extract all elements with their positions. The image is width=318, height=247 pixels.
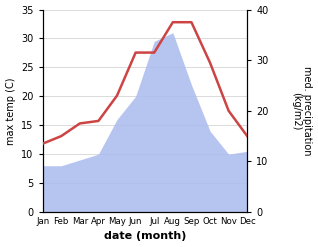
- Y-axis label: med. precipitation
(kg/m2): med. precipitation (kg/m2): [291, 66, 313, 156]
- X-axis label: date (month): date (month): [104, 231, 186, 242]
- Y-axis label: max temp (C): max temp (C): [5, 77, 16, 144]
